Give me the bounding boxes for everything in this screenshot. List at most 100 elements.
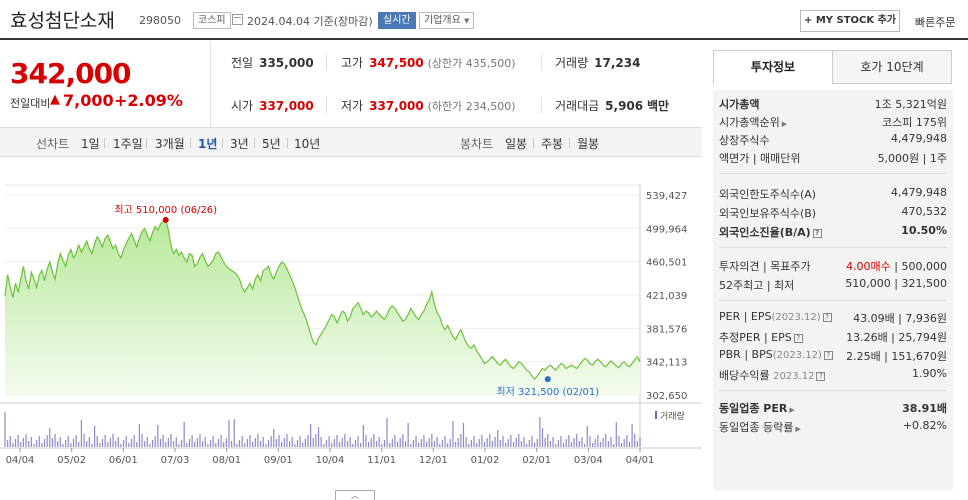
volume-bar [141, 434, 143, 447]
range-1d[interactable]: 1일 [81, 137, 100, 151]
candle-weekly[interactable]: 주봉 [541, 137, 564, 151]
volume-bar [65, 440, 67, 447]
volume-bar [344, 434, 346, 447]
volume-legend-swatch [655, 411, 657, 419]
div-year: 2023.12 [773, 371, 815, 382]
help-icon[interactable]: ? [816, 372, 826, 381]
chart-range-bar: 선차트 1일 1주일 3개월 1년 3년 5년 10년 봉차트 일봉 주봉 월봉 [0, 127, 702, 157]
range-3y[interactable]: 3년 [230, 137, 249, 151]
help-icon[interactable]: ? [812, 229, 822, 238]
shares-label: 상장주식수 [719, 134, 770, 147]
stock-name: 효성첨단소재 [10, 10, 115, 32]
per-row: PER | EPS(2023.12)? 43.09배 | 7,936원 [719, 310, 947, 326]
volume-bar [433, 441, 436, 447]
per-label: PER | EPS [719, 310, 772, 323]
volume-bar [267, 440, 270, 447]
x-tick-label: 04/01 [626, 455, 655, 466]
w52-row: 52주최고 | 최저 510,000 | 321,500 [719, 277, 947, 293]
volume-bar [512, 442, 515, 447]
pbr-year: (2023.12) [772, 350, 822, 361]
volume-bar [72, 439, 75, 447]
volume-bar [486, 438, 488, 447]
volume-bar [70, 443, 72, 447]
volume-bar [639, 437, 641, 447]
x-tick-label: 09/01 [264, 455, 293, 466]
up-arrow-icon: ▲ [50, 92, 60, 107]
industry-per-value: 38.91배 [902, 402, 947, 415]
divider [719, 173, 947, 174]
est-per-value: 13.26배 | 25,794원 [846, 331, 947, 344]
candle-monthly[interactable]: 월봉 [577, 137, 600, 151]
industry-per-link[interactable]: 동일업종 PER ▶ [719, 400, 795, 416]
company-info-dropdown[interactable]: 기업개요 ▼ [419, 12, 475, 29]
market-cap-rank-link[interactable]: 시가총액순위 ▶ [719, 114, 787, 130]
volume-bar [144, 441, 146, 447]
tab-investment-info[interactable]: 투자정보 [713, 50, 833, 84]
volume-bar [154, 436, 156, 447]
volume-bar [294, 444, 296, 447]
high-label: 고가 [341, 56, 364, 70]
volume-bar [194, 442, 196, 447]
low-label: 저가 [341, 99, 364, 113]
par-row: 액면가 | 매매단위 5,000원 | 1주 [719, 150, 947, 166]
volume-bar [22, 438, 25, 447]
help-icon[interactable]: ? [793, 334, 803, 343]
volume-bar [431, 434, 433, 447]
x-tick-label: 01/02 [471, 455, 500, 466]
candle-daily[interactable]: 일봉 [505, 137, 528, 151]
price-chart-svg: 539,427 499,964 460,501 421,039 381,576 342,1… [0, 184, 702, 466]
industry-rate-link[interactable]: 동일업종 등락률 ▶ [719, 419, 801, 435]
price-area [5, 219, 640, 395]
volume-bar [352, 444, 354, 447]
volume-bar [307, 435, 309, 447]
volume-bar [75, 435, 77, 447]
volume-bar [299, 436, 301, 447]
x-tick-label: 04/04 [6, 455, 35, 466]
volume-bar [157, 425, 159, 447]
volume-bar [599, 442, 602, 447]
help-icon[interactable]: ? [822, 313, 832, 322]
volume-bar [99, 443, 101, 447]
price-chart[interactable]: 539,427 499,964 460,501 421,039 381,576 342,1… [0, 157, 702, 500]
range-10y[interactable]: 10년 [294, 137, 321, 151]
volume-bar [51, 438, 54, 447]
volume-bar [544, 438, 546, 447]
volume-bar [383, 440, 386, 447]
tab-order-book[interactable]: 호가 10단계 [832, 50, 952, 84]
foreign-rate-label-wrap: 외국인소진율(B/A)? [719, 224, 822, 240]
range-1y[interactable]: 1년 [198, 137, 218, 151]
volume-label: 거래량 [660, 410, 685, 422]
add-mystock-button[interactable]: + MY STOCK 추가 [800, 10, 900, 32]
volume-bar [407, 423, 409, 447]
open-value: 337,000 [259, 99, 314, 113]
help-icon[interactable]: ? [823, 351, 833, 360]
volume-bar [230, 441, 233, 447]
range-3m[interactable]: 3개월 [155, 137, 185, 151]
volume-bar [257, 434, 259, 447]
volume-bar [449, 439, 451, 447]
x-tick-label: 11/01 [367, 455, 396, 466]
volume-bar [605, 434, 607, 447]
volume-bar [302, 443, 304, 447]
volume-bar [520, 441, 523, 447]
volume-bar [428, 438, 430, 447]
volume-bar [59, 437, 61, 447]
divider [541, 54, 542, 70]
range-1w[interactable]: 1주일 [113, 137, 143, 151]
volume-bar [180, 440, 183, 447]
quick-order-button[interactable]: 빠른주문 [915, 16, 956, 29]
volume-bar [594, 439, 596, 447]
line-chart-label: 선차트 [36, 137, 70, 151]
volume-bar [360, 443, 362, 447]
volume-bar [418, 443, 420, 447]
volume-bar [101, 439, 104, 447]
volume-bar [170, 434, 172, 447]
range-5y[interactable]: 5년 [262, 137, 281, 151]
volume-bar [246, 439, 249, 447]
market-cap-rank-row: 시가총액순위 ▶ 코스피 175위 [719, 114, 947, 130]
volume-bar [457, 438, 459, 447]
live-badge[interactable]: 실시간 [378, 12, 416, 29]
foreign-rate-label: 외국인소진율(B/A) [719, 226, 811, 239]
volume-bar [354, 440, 357, 447]
chart-collapse-toggle[interactable]: ︿ [335, 490, 375, 500]
